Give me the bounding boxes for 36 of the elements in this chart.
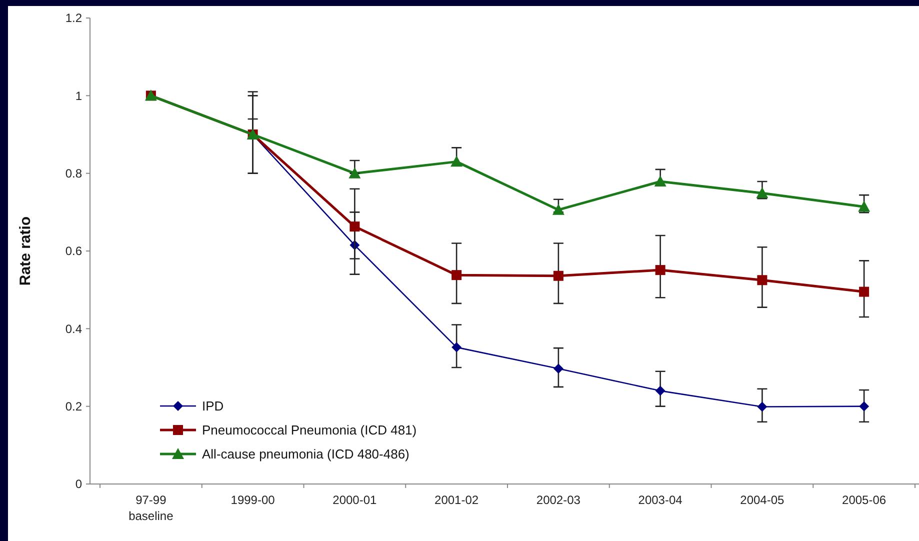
point (450, 156, 463, 167)
x-tick-label: 97-99 baseline (128, 493, 174, 523)
point (452, 342, 462, 352)
point (757, 275, 768, 286)
y-tick-label: 0 (75, 477, 82, 492)
point (452, 270, 462, 280)
y-axis-title: Rate ratio (17, 216, 34, 286)
point (553, 364, 564, 374)
y-tick-label: 0.2 (65, 400, 82, 414)
x-tick-label: 2002-03 (536, 493, 581, 507)
x-tick-label: 2000-01 (332, 493, 378, 507)
point (350, 222, 360, 232)
legend-label: All-cause pneumonia (ICD 480-486) (202, 446, 410, 462)
point (553, 270, 564, 281)
point (756, 187, 768, 198)
x-tick-label: 2001-02 (434, 493, 479, 507)
point (348, 167, 361, 178)
x-tick-label: 2005-06 (842, 493, 886, 507)
point (655, 265, 666, 276)
x-tick-label: 1999-00 (230, 493, 276, 507)
legend-label: IPD (202, 398, 224, 414)
x-tick-label: 2003-04 (638, 493, 683, 507)
y-tick-label: 0.6 (65, 244, 82, 258)
y-tick-label: 1.2 (65, 11, 82, 26)
x-tick-label: 2004-05 (740, 493, 785, 507)
y-tick-label: 1 (75, 88, 82, 103)
point (859, 401, 870, 412)
point (757, 402, 768, 412)
y-tick-label: 0.4 (65, 322, 82, 336)
point (859, 286, 870, 297)
legend-label: Pneumococcal Pneumonia (ICD 481) (202, 422, 417, 438)
y-tick-label: 0.8 (65, 166, 82, 181)
point (655, 386, 666, 396)
point (654, 175, 666, 186)
point (552, 204, 564, 215)
point (858, 200, 870, 212)
